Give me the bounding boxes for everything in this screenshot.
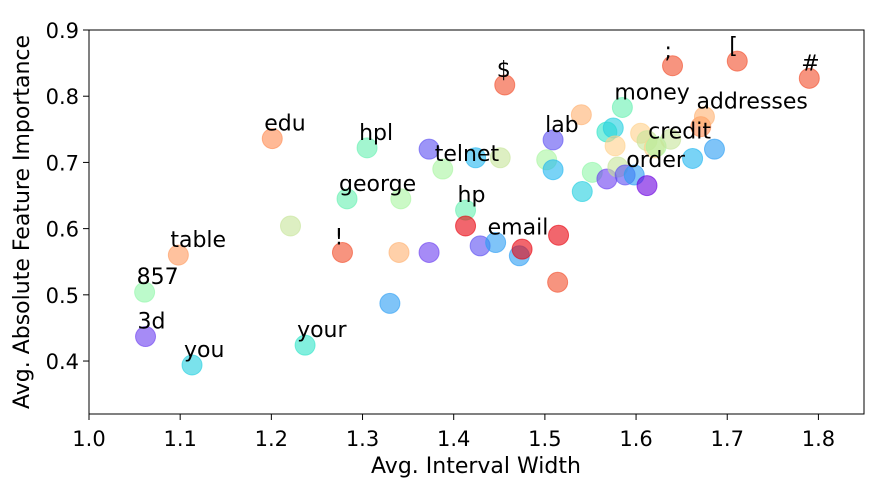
y-tick-label: 0.6 xyxy=(46,218,79,242)
point-label: ! xyxy=(334,225,343,250)
data-point xyxy=(455,215,477,237)
point-label: hpl xyxy=(359,121,393,146)
point-label: lab xyxy=(545,113,579,138)
data-point xyxy=(261,128,283,150)
y-tick-label: 0.8 xyxy=(46,85,79,109)
y-tick-label: 0.7 xyxy=(46,151,79,175)
x-axis-label: Avg. Interval Width xyxy=(371,454,581,479)
y-tick-label: 0.4 xyxy=(46,350,79,374)
data-point xyxy=(542,129,564,151)
point-label: ; xyxy=(665,39,672,64)
data-point xyxy=(604,135,626,157)
data-point xyxy=(611,96,633,118)
x-tick-label: 1.8 xyxy=(802,427,835,451)
data-point xyxy=(379,292,401,314)
data-point xyxy=(511,238,533,260)
data-point xyxy=(726,50,748,72)
point-label: edu xyxy=(264,112,305,137)
x-tick-label: 1.2 xyxy=(255,427,288,451)
data-point xyxy=(167,244,189,266)
point-label: 857 xyxy=(137,265,179,290)
data-point xyxy=(682,147,704,169)
point-label: credit xyxy=(648,120,711,145)
point-label: # xyxy=(801,51,819,76)
x-tick-label: 1.7 xyxy=(711,427,744,451)
data-point xyxy=(485,232,507,254)
y-tick-label: 0.9 xyxy=(46,19,79,43)
data-point xyxy=(570,104,592,126)
data-point xyxy=(331,241,353,263)
data-point xyxy=(280,215,301,237)
data-point xyxy=(356,137,378,159)
data-point xyxy=(602,117,624,139)
x-tick-label: 1.6 xyxy=(619,427,652,451)
data-point xyxy=(703,138,725,160)
point-label: your xyxy=(297,318,347,343)
data-point xyxy=(548,224,570,246)
data-point xyxy=(418,138,440,160)
x-tick-label: 1.1 xyxy=(163,427,196,451)
x-tick-label: 1.5 xyxy=(528,427,561,451)
x-tick-label: 1.3 xyxy=(346,427,379,451)
data-point xyxy=(660,128,682,150)
point-label: $ xyxy=(497,58,511,83)
point-label: george xyxy=(339,172,416,197)
point-label: money xyxy=(614,80,689,105)
data-point xyxy=(134,281,156,303)
point-label: addresses xyxy=(696,90,807,115)
data-point xyxy=(798,67,820,89)
data-point xyxy=(571,181,593,203)
data-point xyxy=(418,241,440,263)
data-points xyxy=(134,50,820,376)
data-point xyxy=(390,188,412,210)
y-tick-label: 0.5 xyxy=(46,284,79,308)
data-point xyxy=(465,147,487,169)
point-label: you xyxy=(184,338,224,363)
data-point xyxy=(542,159,564,181)
data-point xyxy=(181,354,203,376)
data-point xyxy=(494,74,516,96)
data-point xyxy=(636,175,658,197)
data-point xyxy=(547,271,569,293)
axis-ticks: 1.0 1.1 1.2 1.3 1.4 1.5 1.6 1.7 1.8 0.4 0.5 0.6 0.7 0… xyxy=(46,19,836,451)
plot-frame xyxy=(88,29,865,415)
point-label: 3d xyxy=(138,310,166,335)
point-label: table xyxy=(170,228,226,253)
point-label: order xyxy=(626,148,686,173)
data-point xyxy=(336,188,358,210)
point-label: hp xyxy=(458,183,486,208)
data-point xyxy=(489,147,511,169)
x-tick-label: 1.0 xyxy=(72,427,105,451)
x-tick-label: 1.4 xyxy=(437,427,470,451)
data-point xyxy=(662,55,684,77)
data-point xyxy=(388,241,410,263)
point-labels: 3d 857 table you edu your! george hpl telnet hpem… xyxy=(137,34,820,363)
data-point xyxy=(693,106,715,128)
point-label: email xyxy=(488,216,549,241)
data-point xyxy=(135,326,157,348)
y-axis-label: Avg. Absolute Feature Importance xyxy=(10,35,35,409)
point-label: [ xyxy=(729,34,738,59)
data-point xyxy=(432,158,454,180)
point-label: telnet xyxy=(435,142,500,167)
data-point xyxy=(294,334,316,356)
